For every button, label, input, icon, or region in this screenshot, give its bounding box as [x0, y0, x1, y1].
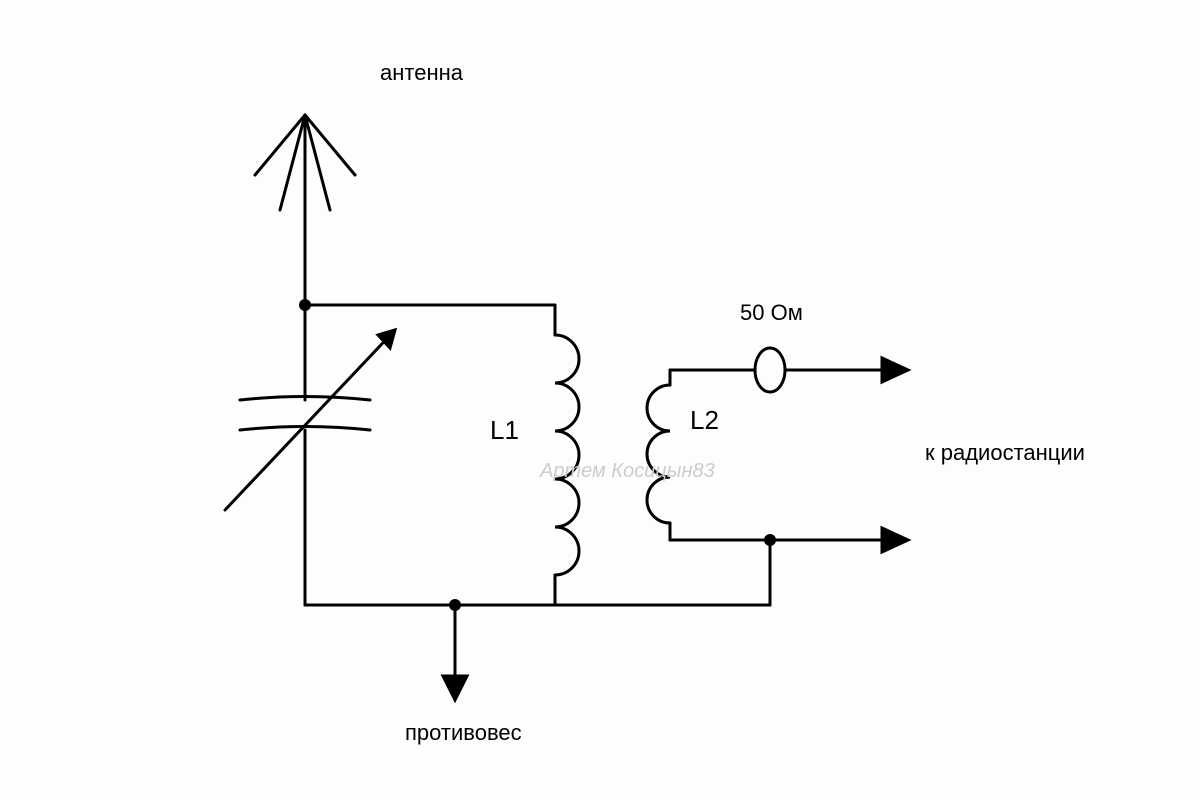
label-antenna: антенна — [380, 60, 463, 86]
schematic-container: антенна противовес к радиостанции 50 Ом … — [0, 0, 1200, 800]
inductor-l1 — [555, 335, 579, 575]
label-l2: L2 — [690, 405, 719, 436]
watermark-text: Артем Косицын83 — [540, 460, 715, 483]
label-impedance: 50 Ом — [740, 300, 803, 326]
inductor-l2 — [647, 385, 670, 523]
label-l1: L1 — [490, 415, 519, 446]
label-to-radio: к радиостанции — [925, 440, 1085, 466]
lamp-indicator — [755, 348, 785, 392]
circuit-svg — [0, 0, 1200, 800]
out-bottom-arrowhead — [882, 528, 908, 552]
label-counterweight: противовес — [405, 720, 522, 746]
out-top-arrowhead — [882, 358, 908, 382]
counterweight-arrowhead — [443, 676, 467, 700]
var-cap-arrow-line — [225, 330, 395, 510]
